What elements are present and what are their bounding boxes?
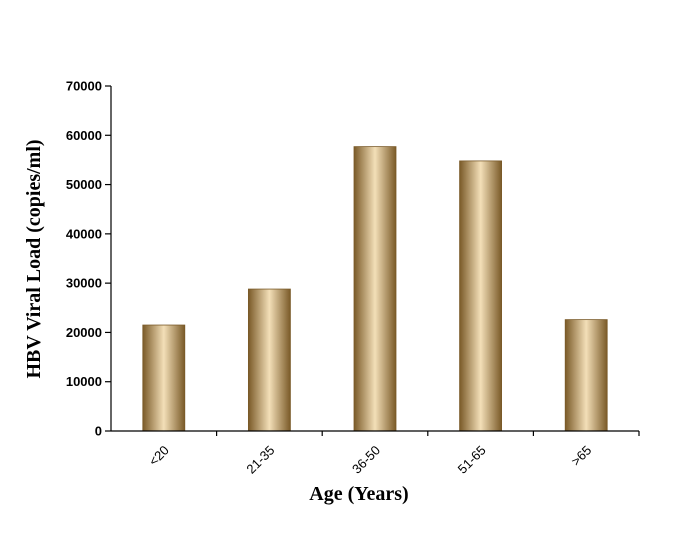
x-tick-label: 36-50 [349, 443, 383, 477]
y-tick-label: 30000 [66, 276, 102, 291]
x-tick-label: 21-35 [243, 443, 277, 477]
bar [353, 146, 397, 432]
bar [142, 324, 186, 432]
x-axis-title: Age (Years) [309, 483, 408, 505]
bar [564, 319, 608, 432]
y-tick-label: 40000 [66, 226, 102, 241]
y-tick-label: 0 [95, 424, 102, 439]
y-tick-label: 20000 [66, 325, 102, 340]
y-tick-label: 50000 [66, 177, 102, 192]
bar [247, 288, 291, 432]
x-tick-label: >65 [568, 443, 594, 469]
x-tick-label: 51-65 [455, 443, 489, 477]
x-tick-label: <20 [146, 443, 172, 469]
y-tick-label: 10000 [66, 374, 102, 389]
bar [459, 160, 503, 432]
y-tick-label: 60000 [66, 128, 102, 143]
y-tick-label: 70000 [66, 79, 102, 94]
y-axis-title: HBV Viral Load (copies/ml) [23, 139, 45, 378]
